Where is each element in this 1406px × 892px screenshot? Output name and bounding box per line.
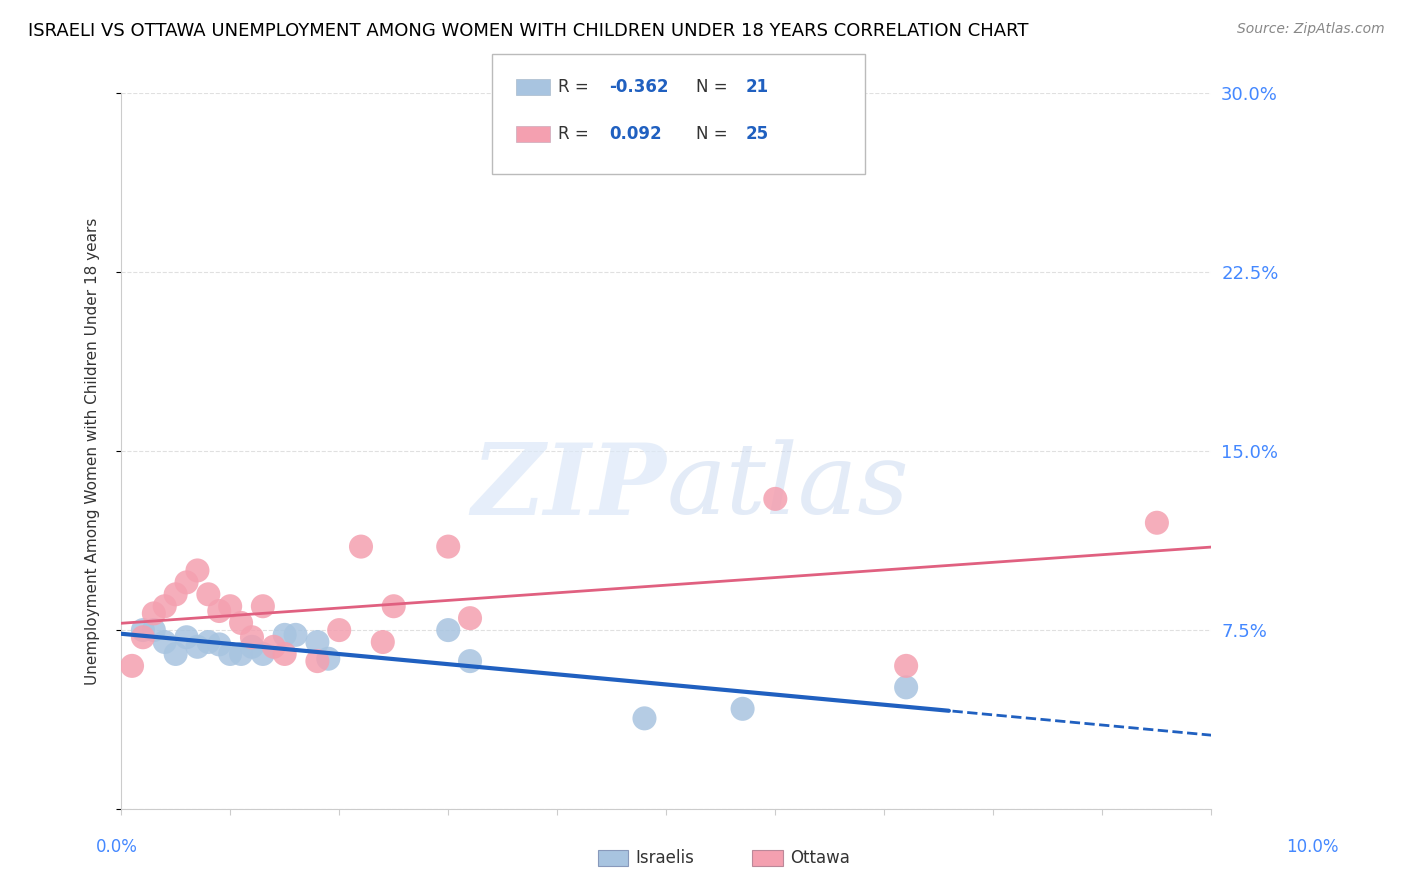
Point xyxy=(382,599,405,614)
Point xyxy=(252,599,274,614)
Text: Ottawa: Ottawa xyxy=(790,849,851,867)
Text: 25: 25 xyxy=(745,125,768,143)
Text: Israelis: Israelis xyxy=(636,849,695,867)
Point xyxy=(186,564,208,578)
Point xyxy=(197,635,219,649)
Point xyxy=(328,623,350,637)
Point xyxy=(153,635,176,649)
Point xyxy=(437,623,460,637)
Point xyxy=(132,630,155,644)
Point xyxy=(240,630,263,644)
Y-axis label: Unemployment Among Women with Children Under 18 years: Unemployment Among Women with Children U… xyxy=(86,218,100,685)
Point xyxy=(731,702,754,716)
Point xyxy=(240,640,263,654)
Point xyxy=(284,628,307,642)
Point xyxy=(458,654,481,668)
Point xyxy=(197,587,219,601)
Point xyxy=(142,623,165,637)
Point xyxy=(316,651,339,665)
Point xyxy=(121,658,143,673)
Text: Source: ZipAtlas.com: Source: ZipAtlas.com xyxy=(1237,22,1385,37)
Point xyxy=(176,575,198,590)
Text: R =: R = xyxy=(558,78,595,96)
Point xyxy=(229,647,252,661)
Text: 21: 21 xyxy=(745,78,768,96)
Point xyxy=(371,635,394,649)
Point xyxy=(252,647,274,661)
Point xyxy=(219,647,242,661)
Text: 0.092: 0.092 xyxy=(609,125,661,143)
Point xyxy=(263,640,285,654)
Point xyxy=(633,711,655,725)
Point xyxy=(350,540,373,554)
Point xyxy=(142,607,165,621)
Point xyxy=(763,491,786,506)
Point xyxy=(894,681,917,695)
Point xyxy=(208,637,231,651)
Point xyxy=(165,587,187,601)
Point xyxy=(307,635,329,649)
Point xyxy=(165,647,187,661)
Point xyxy=(132,623,155,637)
Text: ISRAELI VS OTTAWA UNEMPLOYMENT AMONG WOMEN WITH CHILDREN UNDER 18 YEARS CORRELAT: ISRAELI VS OTTAWA UNEMPLOYMENT AMONG WOM… xyxy=(28,22,1029,40)
Text: atlas: atlas xyxy=(666,440,910,534)
Point xyxy=(458,611,481,625)
Text: -0.362: -0.362 xyxy=(609,78,668,96)
Text: N =: N = xyxy=(696,125,733,143)
Text: 10.0%: 10.0% xyxy=(1286,838,1339,855)
Text: ZIP: ZIP xyxy=(471,439,666,535)
Point xyxy=(273,647,295,661)
Point xyxy=(186,640,208,654)
Point xyxy=(219,599,242,614)
Point xyxy=(307,654,329,668)
Point xyxy=(894,658,917,673)
Point xyxy=(208,604,231,618)
Point xyxy=(273,628,295,642)
Text: 0.0%: 0.0% xyxy=(96,838,138,855)
Text: N =: N = xyxy=(696,78,733,96)
Text: R =: R = xyxy=(558,125,595,143)
Point xyxy=(229,615,252,630)
Point xyxy=(153,599,176,614)
Point xyxy=(176,630,198,644)
Point xyxy=(437,540,460,554)
Point xyxy=(1146,516,1168,530)
